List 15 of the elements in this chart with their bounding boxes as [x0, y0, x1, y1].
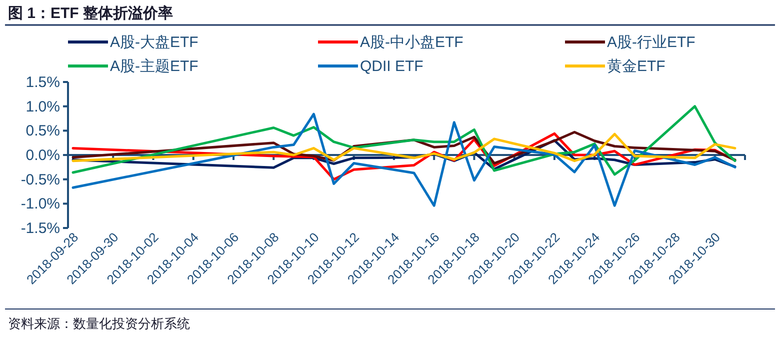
y-tick-label: 1.0% — [26, 98, 60, 116]
y-tick-label: -1.0% — [20, 196, 60, 213]
chart-title: 图 1：ETF 整体折溢价率 — [8, 4, 174, 22]
y-tick-label: -0.5% — [20, 171, 60, 188]
y-tick-label: 0.0% — [26, 147, 60, 164]
legend-label: 黄金ETF — [607, 58, 666, 75]
legend-label: A股-中小盘ETF — [360, 34, 464, 51]
legend-label: A股-大盘ETF — [110, 34, 198, 51]
y-tick-label: 0.5% — [26, 122, 60, 140]
legend-label: QDII ETF — [360, 58, 424, 75]
text: 资料来源：数量化投资分析系统 — [8, 316, 190, 331]
y-tick-label: -1.5% — [20, 220, 60, 237]
legend-label: A股-主题ETF — [110, 58, 198, 75]
y-tick-label: 1.5% — [26, 74, 60, 91]
legend-label: A股-行业ETF — [607, 34, 696, 51]
